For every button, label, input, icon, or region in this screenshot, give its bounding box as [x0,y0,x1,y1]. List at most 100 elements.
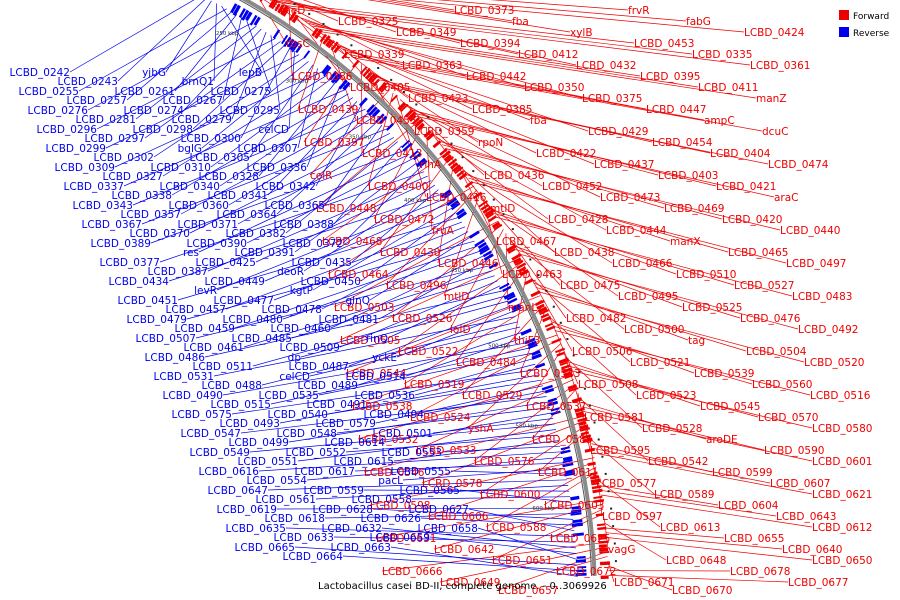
gene-feature [551,338,562,344]
leader-line [377,0,513,22]
leader-line [354,57,763,132]
leader-line [246,158,414,244]
forward-gene-label: loID [450,324,471,336]
forward-gene-label: LCBD_0546 [364,467,425,479]
gene-tick [415,103,418,106]
leader-line [342,555,578,572]
reverse-gene-label: LCBD_0565 [400,485,460,497]
leader-line [180,112,370,215]
leader-line [126,11,232,101]
gene-feature [511,253,522,261]
leader-line [330,255,484,329]
leader-line [420,517,574,526]
forward-gene-label: LCBD_0657 [498,585,558,597]
leader-line [537,291,805,363]
gene-feature [414,118,424,128]
reverse-gene-label: LCBD_0360 [169,200,229,212]
gene-feature [581,434,591,440]
gene-feature [480,204,489,211]
forward-gene-label: LCBD_0520 [804,357,864,369]
scale-mark-label: 450 kbp [451,268,474,274]
gene-feature [450,200,460,208]
gene-feature [516,262,527,270]
leader-line [327,379,542,415]
leader-line [579,397,649,462]
forward-gene-label: LCBD_0631 [376,533,436,545]
reverse-gene-label: LCBD_0477 [214,295,274,307]
leader-line [255,180,432,263]
leader-line [387,285,501,339]
gene-feature [491,221,501,229]
leader-line [537,429,589,473]
gene-feature [584,447,595,453]
reverse-gene-label: levR [194,285,217,297]
gene-tick [427,116,430,119]
gene-tick [390,78,393,81]
gene-feature [511,303,521,311]
leader-line [588,434,597,484]
reverse-gene-label: lepB [239,67,262,79]
forward-gene-label: LCBD_0453 [634,38,694,50]
leader-line [490,0,629,11]
forward-gene-label: LCBD_0528 [642,423,702,435]
gene-feature [271,0,279,10]
forward-gene-label: LCBD_0650 [812,555,872,567]
reverse-gene-label: LCBD_0618 [265,513,325,525]
gene-feature [558,357,570,365]
gene-feature [407,111,417,121]
forward-gene-label: LCBD_0403 [658,170,718,182]
leader-line [432,418,554,434]
gene-tick [502,213,505,216]
reverse-gene-label: LCBD_0481 [319,314,379,326]
forward-gene-label: LCBD_0519 [404,379,464,391]
gene-feature [439,148,448,156]
leader-line [411,496,571,500]
gene-feature [546,325,556,332]
leader-line [336,407,550,434]
reverse-gene-label: LCBD_0486 [145,352,206,364]
leader-line [354,462,564,472]
gene-feature [547,400,559,407]
gene-tick [601,455,604,458]
gene-feature [321,64,330,75]
gene-feature [511,306,522,313]
leader-line [393,440,559,462]
reverse-gene-label: kgtP [290,285,313,297]
forward-gene-label: LCBD_0361 [750,60,810,72]
gene-feature [291,14,299,24]
gene-feature [574,407,585,413]
gene-feature [493,223,503,231]
gene-feature [328,70,338,81]
gene-feature [539,309,550,316]
reverse-gene-label: LCBD_0276 [28,105,89,117]
gene-feature [378,115,388,125]
forward-gene-label: LCBD_0607 [770,478,830,490]
gene-tick [597,438,600,441]
leader-line [402,468,566,481]
reverse-gene-label: LCBD_0509 [280,342,340,354]
gene-feature [587,461,596,467]
forward-gene-label: rbsC [286,38,310,50]
forward-gene-label: LCBD_0416 [426,192,487,204]
reverse-gene-label: deoR [277,266,304,278]
leader-line [306,456,563,481]
forward-gene-label: LCBD_0484 [456,357,517,369]
reverse-gene-label: LCBD_0297 [85,133,145,145]
gene-feature [249,14,258,26]
leader-line [508,237,567,319]
gene-feature [288,11,297,21]
reverse-gene-label: LCBD_0536 [355,390,416,402]
gene-feature [423,130,432,138]
gene-tick [566,338,569,340]
gene-feature [451,202,461,211]
gene-feature [599,547,609,552]
forward-gene-label: LCBD_0599 [712,467,772,479]
forward-gene-label: LCBD_0436 [484,170,545,182]
leader-line [525,348,563,407]
gene-feature [488,215,497,223]
gene-tick [529,258,532,261]
forward-gene-label: rihA [420,159,442,171]
leader-line [449,229,504,330]
reverse-gene-label: LCBD_0451 [118,295,178,307]
gene-feature [314,28,323,39]
